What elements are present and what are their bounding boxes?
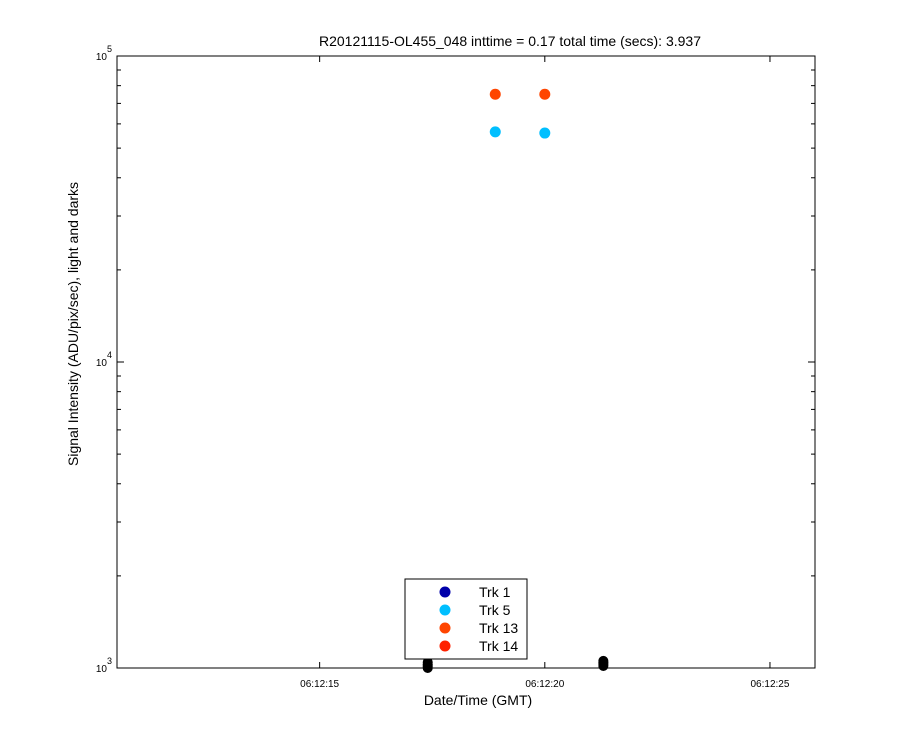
legend-marker <box>439 586 451 598</box>
plot-area <box>116 55 816 669</box>
legend-label: Trk 13 <box>479 620 518 636</box>
legend-marker <box>439 640 451 652</box>
data-points <box>422 88 609 673</box>
dark-data-point <box>598 655 609 666</box>
data-point-trk-13 <box>489 88 501 100</box>
y-tick-label: 10 <box>96 52 108 63</box>
axis-ticks <box>117 56 815 669</box>
y-tick-label: 10 <box>96 358 108 369</box>
legend-label: Trk 5 <box>479 602 511 618</box>
x-tick-label: 06:12:25 <box>750 679 789 690</box>
x-tick-label: 06:12:15 <box>300 679 339 690</box>
x-tick-label: 06:12:20 <box>525 679 564 690</box>
y-tick-exponent: 4 <box>107 350 112 360</box>
y-tick-label: 10 <box>96 664 108 675</box>
data-point-trk-5 <box>539 127 551 139</box>
legend-marker <box>439 604 451 616</box>
y-tick-exponent: 3 <box>107 656 112 666</box>
y-axis-label: Signal Intensity (ADU/pix/sec), light an… <box>65 182 81 466</box>
data-point-trk-5 <box>489 126 501 138</box>
legend-box <box>404 578 528 660</box>
data-point-trk-13 <box>539 88 551 100</box>
legend-label: Trk 1 <box>479 584 511 600</box>
legend: Trk 1 Trk 5 Trk 13 Trk 14 <box>404 578 528 660</box>
y-tick-exponent: 5 <box>107 44 112 54</box>
chart-title: R20121115-OL455_048 inttime = 0.17 total… <box>319 33 701 49</box>
legend-marker <box>439 622 451 634</box>
dark-data-point <box>422 657 433 668</box>
x-axis-label: Date/Time (GMT) <box>424 692 532 708</box>
legend-label: Trk 14 <box>479 638 518 654</box>
